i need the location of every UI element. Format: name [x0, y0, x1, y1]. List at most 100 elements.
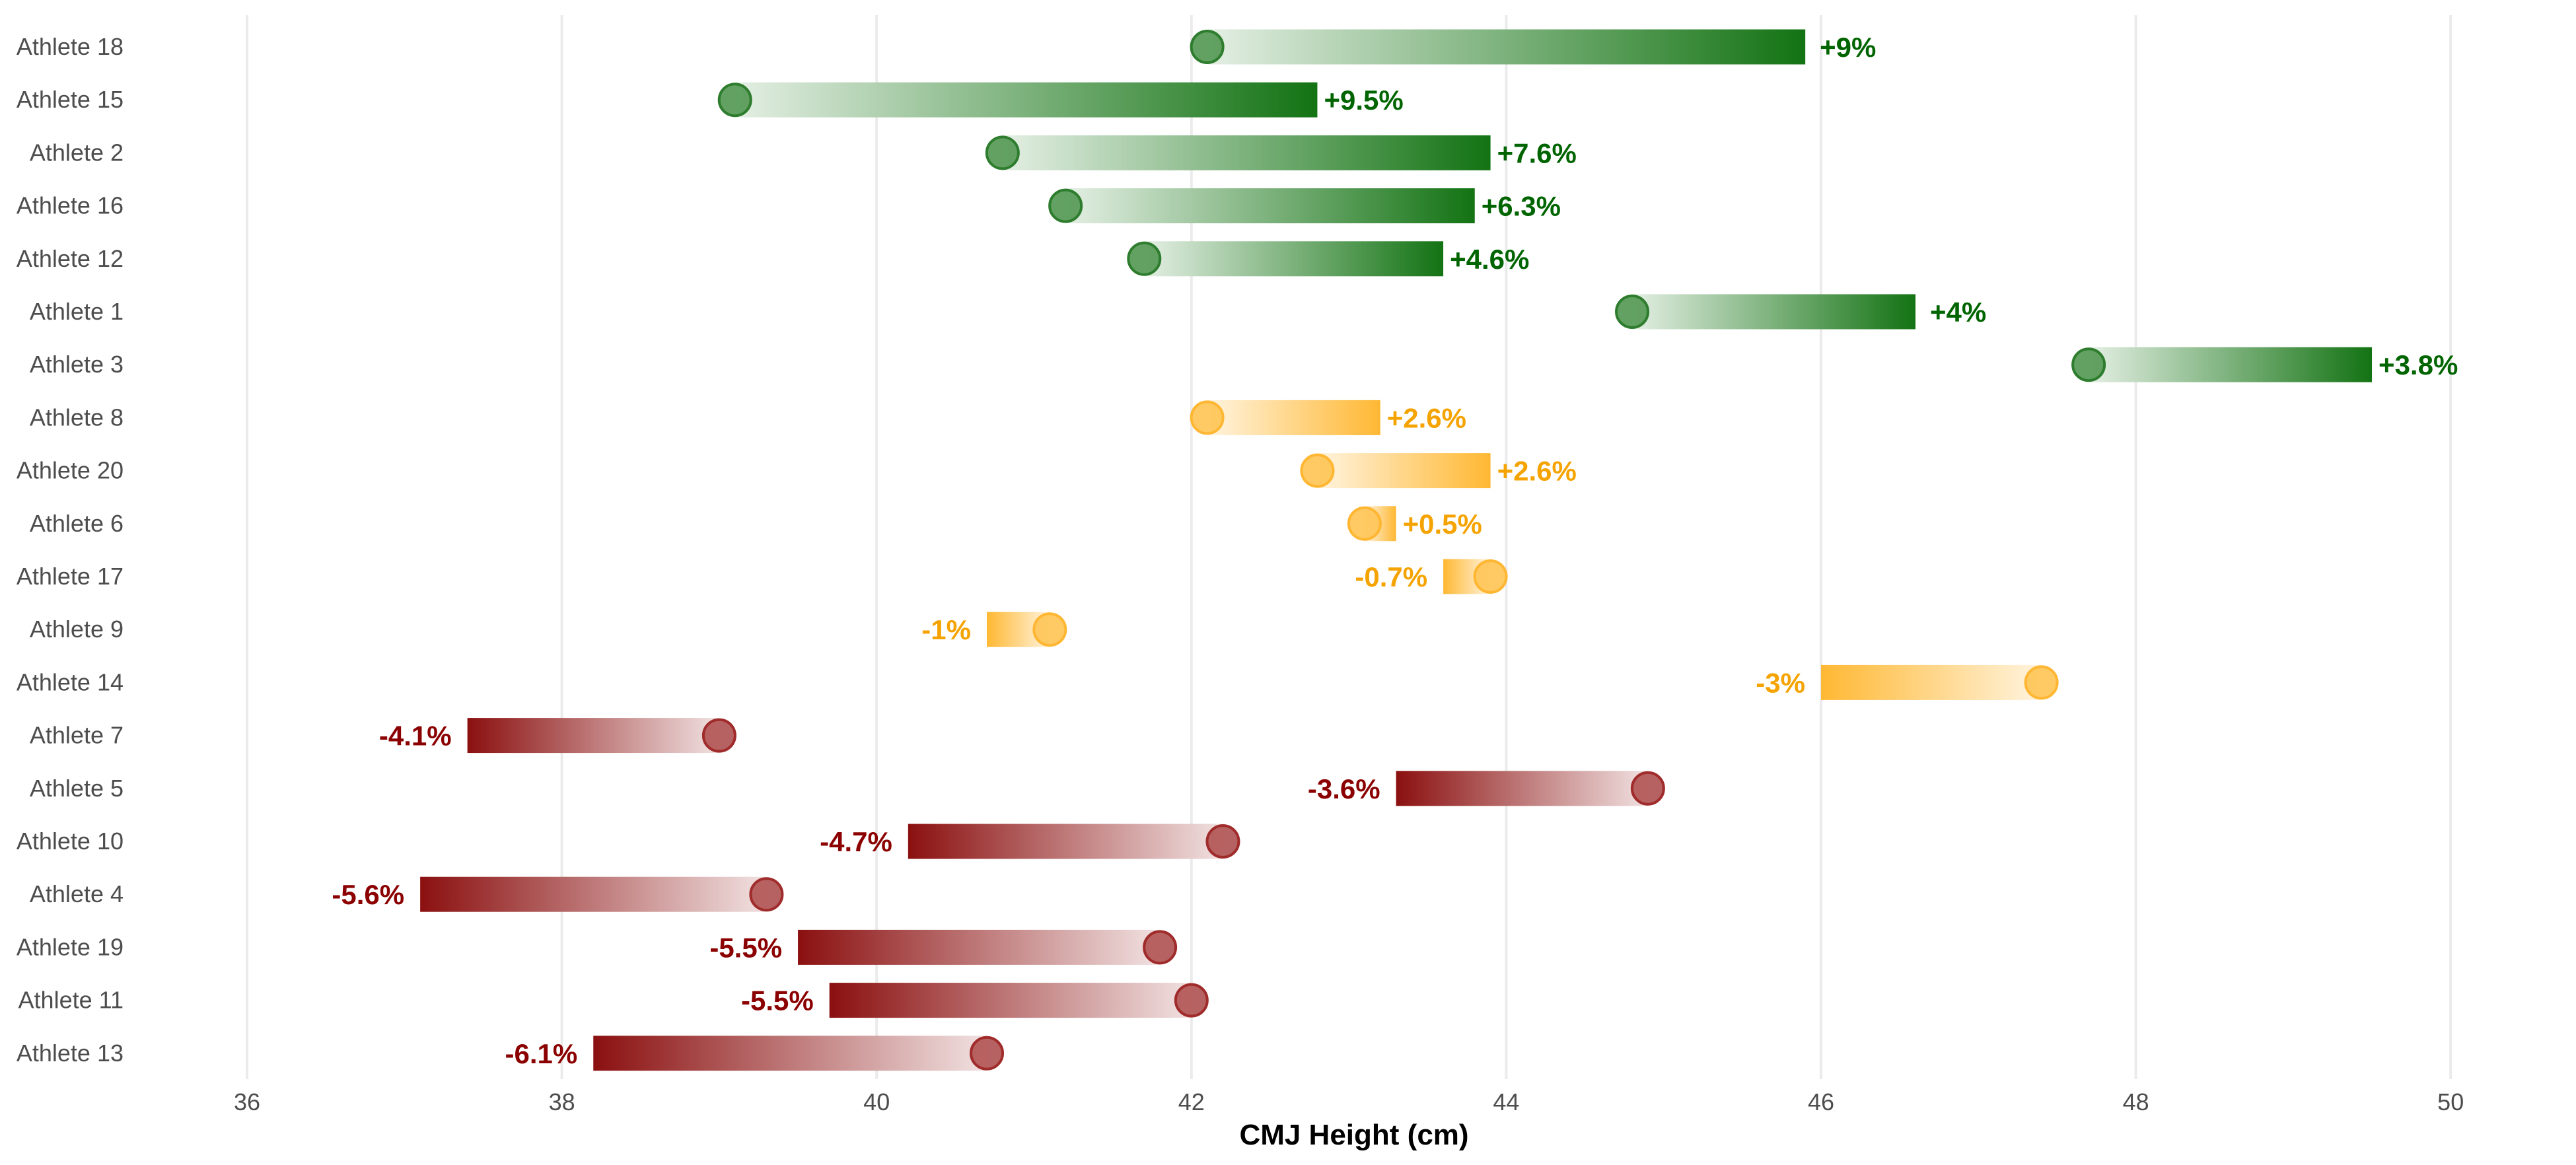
percent-change-label: +4.6% — [1450, 244, 1529, 275]
x-tick-label: 48 — [2123, 1088, 2149, 1115]
change-bar — [1821, 664, 2042, 700]
y-axis-label: Athlete 5 — [30, 775, 124, 802]
percent-change-label: +2.6% — [1387, 402, 1466, 433]
y-axis-label: Athlete 20 — [17, 457, 124, 484]
athlete-row: -5.6% — [332, 876, 784, 912]
baseline-dot — [1032, 612, 1067, 647]
percent-change-label: +6.3% — [1482, 191, 1561, 222]
athlete-row: +4.6% — [1127, 241, 1529, 277]
change-bar — [467, 718, 719, 754]
y-axis-label: Athlete 16 — [17, 192, 124, 219]
athlete-row: -5.5% — [741, 983, 1209, 1018]
y-axis-label: Athlete 13 — [17, 1040, 124, 1067]
x-tick-label: 46 — [1808, 1088, 1834, 1115]
athlete-row: +0.5% — [1347, 506, 1482, 542]
y-axis-label: Athlete 18 — [17, 33, 124, 60]
baseline-dot — [2024, 665, 2059, 700]
baseline-dot — [701, 718, 736, 753]
athlete-row: +9% — [1190, 29, 1876, 65]
vertical-gridlines — [246, 15, 2452, 1079]
percent-change-label: -5.5% — [709, 932, 782, 963]
athlete-row: +6.3% — [1048, 188, 1561, 224]
percent-change-label: -5.6% — [332, 879, 404, 910]
baseline-dot — [1300, 453, 1335, 488]
change-bar — [908, 824, 1223, 859]
change-bar — [2089, 347, 2373, 382]
percent-change-label: +9% — [1820, 32, 1876, 63]
athlete-row: +9.5% — [717, 82, 1404, 118]
change-bar — [829, 983, 1192, 1018]
y-axis-label: Athlete 4 — [30, 880, 124, 907]
x-tick-label: 38 — [549, 1088, 575, 1115]
percent-change-label: -0.7% — [1355, 561, 1427, 592]
change-bar — [1065, 188, 1475, 224]
x-tick-label: 40 — [863, 1088, 890, 1115]
x-tick-label: 50 — [2437, 1088, 2464, 1115]
baseline-dot — [1127, 241, 1162, 276]
athlete-row: +2.6% — [1190, 400, 1466, 435]
baseline-dot — [985, 135, 1020, 170]
baseline-dot — [1473, 559, 1508, 594]
x-tick-label: 36 — [234, 1088, 260, 1115]
baseline-dot — [1174, 983, 1209, 1018]
percent-change-label: +4% — [1930, 297, 1986, 328]
percent-change-label: +2.6% — [1497, 456, 1577, 487]
change-bar — [1207, 29, 1806, 65]
athlete-row: -3% — [1756, 664, 2059, 700]
baseline-dot — [1347, 506, 1382, 541]
athlete-rows: +9% +9.5% +7.6% +6.3% +4.6% +4% +3.8% +2.6% +2.6… — [332, 29, 2458, 1071]
baseline-dot — [1630, 771, 1665, 806]
change-bar — [1207, 400, 1380, 435]
percent-change-label: -3.6% — [1308, 773, 1380, 804]
change-bar — [1317, 453, 1491, 489]
athlete-row: -5.5% — [709, 929, 1178, 965]
change-bar — [593, 1036, 987, 1071]
x-axis-title: CMJ Height (cm) — [1239, 1119, 1468, 1151]
y-axis-label: Athlete 14 — [17, 668, 124, 695]
change-bar — [1144, 241, 1444, 277]
percent-change-label: -1% — [921, 614, 971, 645]
y-axis-label: Athlete 9 — [30, 616, 124, 643]
baseline-dot — [1143, 930, 1178, 965]
y-axis-label: Athlete 6 — [30, 510, 124, 537]
y-axis-athlete-labels: Athlete 18 Athlete 15 Athlete 2 Athlete 16 A… — [17, 33, 124, 1067]
percent-change-label: -3% — [1756, 667, 1805, 698]
percent-change-label: -4.1% — [379, 721, 452, 752]
y-axis-label: Athlete 11 — [18, 987, 124, 1014]
baseline-dot — [1615, 295, 1650, 329]
y-axis-label: Athlete 3 — [30, 351, 124, 378]
baseline-dot — [2071, 347, 2106, 382]
change-bar — [734, 82, 1318, 118]
x-tick-label: 42 — [1178, 1088, 1205, 1115]
baseline-dot — [970, 1036, 1005, 1071]
y-axis-label: Athlete 10 — [17, 828, 124, 855]
y-axis-label: Athlete 8 — [30, 404, 124, 431]
change-bar — [798, 929, 1161, 965]
athlete-row: -6.1% — [505, 1036, 1005, 1071]
change-bar — [1396, 771, 1648, 806]
athlete-row: +3.8% — [2071, 347, 2458, 382]
athlete-row: -1% — [921, 612, 1067, 647]
athlete-row: -4.1% — [379, 718, 736, 754]
baseline-dot — [1205, 824, 1240, 859]
baseline-dot — [1190, 400, 1225, 435]
percent-change-label: -5.5% — [741, 985, 814, 1016]
y-axis-label: Athlete 12 — [17, 245, 124, 272]
athlete-row: +4% — [1615, 294, 1986, 330]
y-axis-label: Athlete 7 — [30, 722, 124, 749]
baseline-dot — [717, 83, 752, 118]
x-axis-tick-labels: 36 38 40 42 44 46 48 50 — [234, 1088, 2464, 1115]
change-bar — [1632, 294, 1915, 330]
change-bar — [1002, 135, 1491, 170]
percent-change-label: +3.8% — [2379, 349, 2458, 380]
y-axis-label: Athlete 17 — [17, 563, 124, 590]
percent-change-label: -4.7% — [820, 826, 892, 857]
percent-change-label: +9.5% — [1324, 85, 1403, 116]
athlete-row: +2.6% — [1300, 453, 1577, 489]
athlete-row: -0.7% — [1355, 559, 1508, 594]
y-axis-label: Athlete 19 — [17, 933, 124, 960]
baseline-dot — [1190, 30, 1225, 64]
percent-change-label: -6.1% — [505, 1038, 578, 1069]
y-axis-label: Athlete 2 — [30, 139, 124, 166]
